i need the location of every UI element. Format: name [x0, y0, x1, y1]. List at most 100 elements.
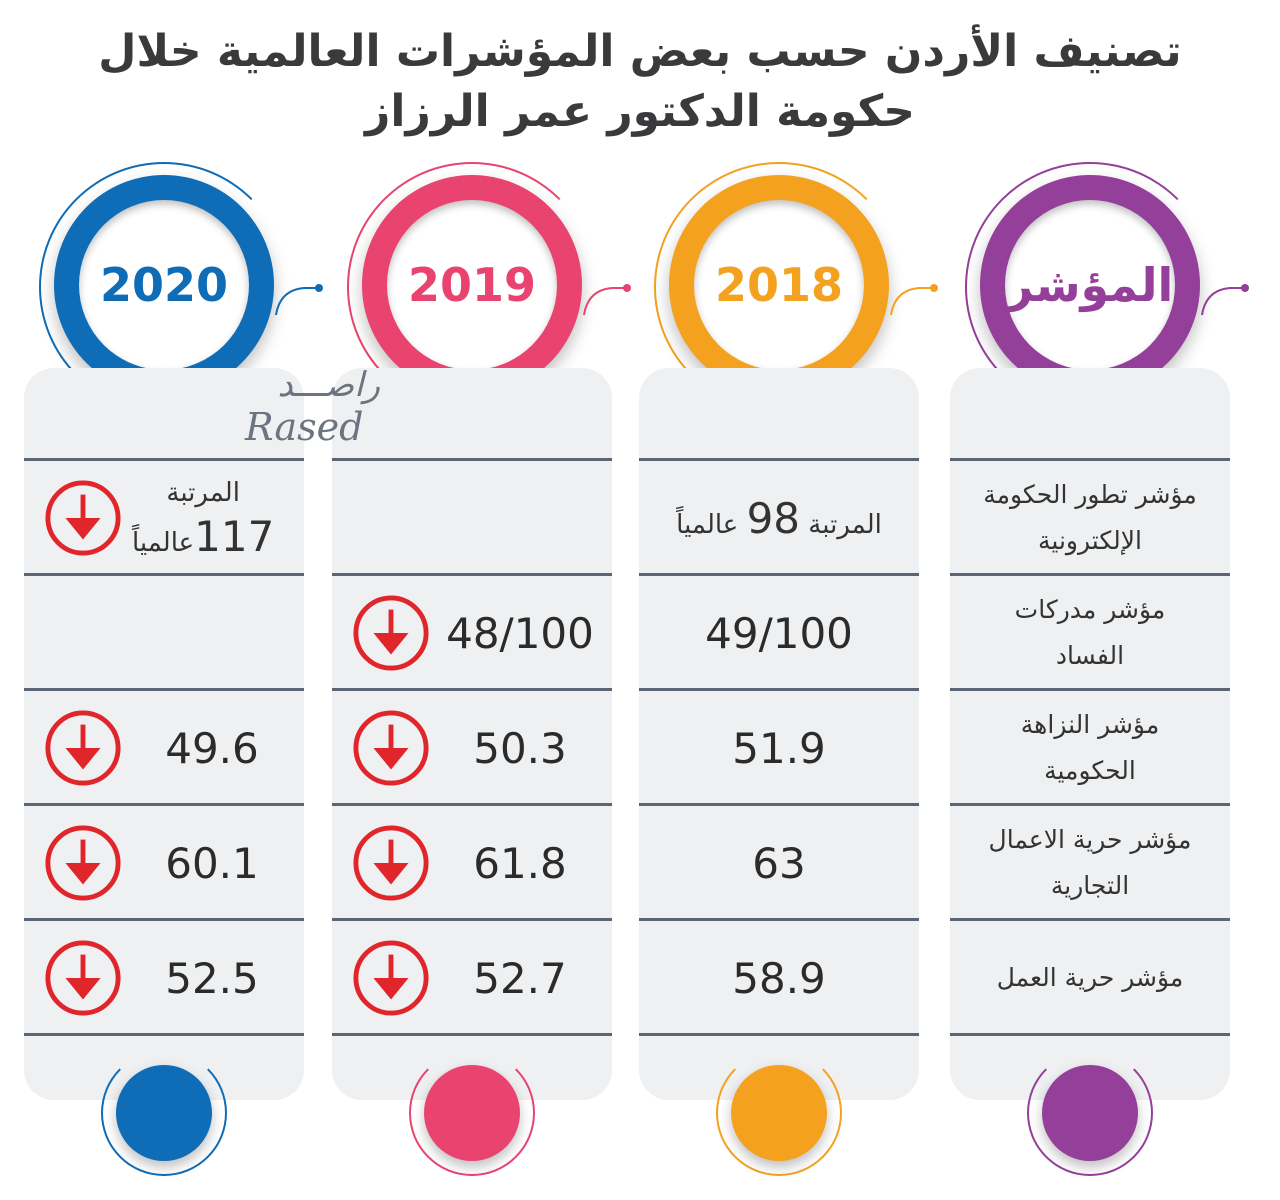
connector-line: [275, 284, 323, 316]
row-divider: [639, 803, 919, 806]
row-divider: [332, 918, 612, 921]
down-arrow-icon: [44, 479, 122, 557]
column-header-label: المؤشر: [1005, 200, 1175, 370]
column-header-y2018: 2018: [669, 175, 889, 395]
indicator-value: 52.5: [165, 953, 259, 1003]
header-ring-outline: [965, 162, 1215, 412]
empty-cell: [332, 462, 612, 574]
row-divider: [639, 918, 919, 921]
connector-line: [583, 284, 631, 316]
header-ring-outline: [39, 162, 289, 412]
indicator-value: 51.9: [732, 723, 826, 773]
rank-suffix: عالمياً: [132, 528, 195, 558]
rank-suffix: عالمياً: [676, 509, 739, 540]
row-divider: [24, 458, 304, 461]
row-divider: [950, 688, 1230, 691]
row-divider: [639, 688, 919, 691]
rank-text: المرتبة 117عالمياً: [132, 471, 274, 565]
empty-cell: [24, 577, 304, 689]
down-arrow-icon: [352, 594, 430, 672]
indicator-value: 58.9: [732, 953, 826, 1003]
down-arrow-icon: [44, 824, 122, 902]
rank-value: 98: [746, 493, 801, 543]
column-card-y2020: المرتبة 117عالمياً 49.6 60.1 52.5: [24, 368, 304, 1100]
bottom-ring: [101, 1050, 227, 1176]
value-cell: 52.7: [332, 922, 612, 1034]
rank-prefix: المرتبة: [166, 478, 240, 508]
value-cell: المرتبة 98 عالمياً: [639, 462, 919, 574]
value-cell: 49/100: [639, 577, 919, 689]
value-cell: المرتبة 117عالمياً: [24, 462, 304, 574]
color-dot: [731, 1065, 827, 1161]
value-cell: 49.6: [24, 692, 304, 804]
indicator-name: مؤشر النزاهة الحكومية: [1020, 710, 1160, 785]
column-header-y2019: 2019: [362, 175, 582, 395]
rased-watermark: راصـــد Rased: [245, 365, 380, 449]
value-cell: 61.8: [332, 807, 612, 919]
indicator-name: مؤشر حرية الاعمال التجارية: [988, 825, 1192, 900]
row-divider: [332, 1033, 612, 1036]
value-cell: 48/100: [332, 577, 612, 689]
page-title-line1: تصنيف الأردن حسب بعض المؤشرات العالمية خ…: [98, 26, 1182, 77]
row-divider: [332, 573, 612, 576]
row-divider: [332, 803, 612, 806]
column-header-indicator: المؤشر: [980, 175, 1200, 395]
indicator-value: 61.8: [473, 838, 567, 888]
color-dot: [116, 1065, 212, 1161]
connector-line: [1201, 284, 1249, 316]
indicator-value: 52.7: [473, 953, 567, 1003]
header-ring-outline: [347, 162, 597, 412]
column-card-indicator: مؤشر تطور الحكومة الإلكترونية مؤشر مدركات…: [950, 368, 1230, 1100]
row-divider: [332, 458, 612, 461]
indicator-value: 50.3: [473, 723, 567, 773]
row-divider: [24, 688, 304, 691]
indicator-value: 49.6: [165, 723, 259, 773]
connector-line: [890, 284, 938, 316]
column-card-y2018: المرتبة 98 عالمياً 49/100 51.9 63 58.9: [639, 368, 919, 1100]
color-dot: [1042, 1065, 1138, 1161]
row-divider: [950, 803, 1230, 806]
value-cell: 50.3: [332, 692, 612, 804]
row-divider: [639, 458, 919, 461]
row-divider: [332, 688, 612, 691]
row-divider: [24, 573, 304, 576]
column-header-y2020: 2020: [54, 175, 274, 395]
page-title-line2: حكومة الدكتور عمر الرزاز: [365, 86, 915, 137]
value-cell: 58.9: [639, 922, 919, 1034]
down-arrow-icon: [44, 709, 122, 787]
indicator-name: مؤشر مدركات الفساد: [1014, 595, 1166, 670]
indicator-name: مؤشر حرية العمل: [996, 963, 1184, 992]
value-cell: 63: [639, 807, 919, 919]
down-arrow-icon: [352, 709, 430, 787]
bottom-ring: [409, 1050, 535, 1176]
watermark-arabic: راصـــد: [277, 365, 380, 405]
row-divider: [950, 573, 1230, 576]
row-divider: [950, 458, 1230, 461]
indicator-value: 48/100: [446, 608, 594, 658]
row-divider: [24, 918, 304, 921]
rank-text: المرتبة 98 عالمياً: [676, 494, 882, 543]
indicator-name: مؤشر تطور الحكومة الإلكترونية: [983, 480, 1197, 555]
rank-value: 117: [194, 512, 275, 561]
row-divider: [24, 803, 304, 806]
header-ring-outline: [654, 162, 904, 412]
value-cell: 52.5: [24, 922, 304, 1034]
down-arrow-icon: [352, 824, 430, 902]
column-header-label: 2019: [387, 200, 557, 370]
rank-prefix: المرتبة: [808, 509, 882, 540]
color-dot: [424, 1065, 520, 1161]
indicator-value: 60.1: [165, 838, 259, 888]
row-divider: [639, 573, 919, 576]
bottom-ring: [1027, 1050, 1153, 1176]
column-header-label: 2018: [694, 200, 864, 370]
row-divider: [950, 918, 1230, 921]
column-header-label: 2020: [79, 200, 249, 370]
down-arrow-icon: [44, 939, 122, 1017]
indicator-value: 49/100: [705, 608, 853, 658]
column-card-y2019: 48/100 50.3 61.8 52.7: [332, 368, 612, 1100]
value-cell: 60.1: [24, 807, 304, 919]
watermark-latin: Rased: [245, 405, 364, 449]
down-arrow-icon: [352, 939, 430, 1017]
bottom-ring: [716, 1050, 842, 1176]
value-cell: 51.9: [639, 692, 919, 804]
